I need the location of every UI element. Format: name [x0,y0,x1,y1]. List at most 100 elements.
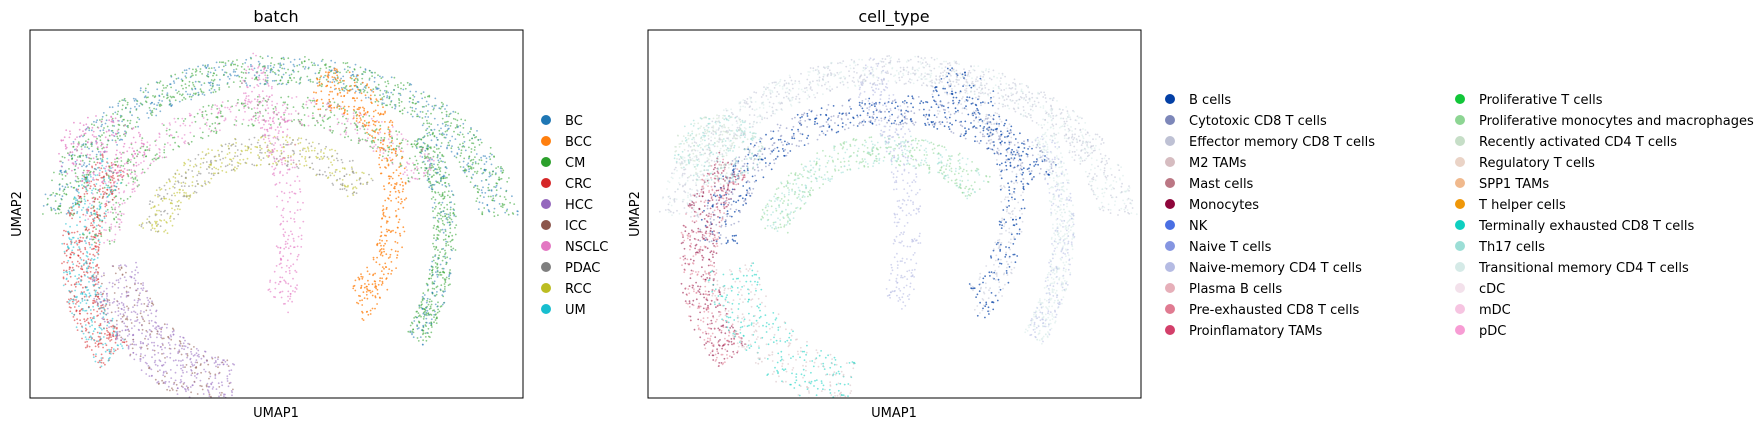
batch-point [163,156,166,159]
batch-point [90,312,92,315]
batch-point [158,155,161,158]
batch-point [452,110,455,113]
batch-point [97,305,100,308]
batch-point [93,200,96,203]
batch-point [204,110,207,113]
batch-point [246,103,249,106]
batch-point [241,63,244,65]
batch-point [421,111,424,113]
batch-point [455,215,457,218]
batch-point [491,199,494,202]
batch-point [264,71,266,74]
batch-point [149,309,152,311]
batch-point [449,212,452,214]
batch-point [101,328,103,331]
batch-point [343,68,346,71]
batch-point [120,336,123,339]
batch-point [256,107,259,110]
batch-point [481,202,484,204]
batch-point [196,399,198,401]
batch-point [127,124,129,127]
batch-point [70,185,73,188]
batch-point [286,220,289,223]
batch-point [442,160,444,163]
batch-point [64,145,67,148]
batch-point [433,294,436,297]
batch-point [154,214,157,217]
batch-point [147,117,150,119]
batch-point [355,171,358,174]
batch-point [96,340,98,343]
batch-point [218,363,221,366]
batch-point [291,149,294,152]
batch-point [223,395,225,398]
batch-point [440,160,443,163]
batch-point [470,148,473,150]
batch-point [427,145,430,148]
batch-point [99,215,102,217]
batch-point [65,250,68,252]
batch-point [421,149,423,152]
batch-point [171,389,174,391]
batch-point [73,212,75,215]
batch-point [117,310,120,312]
batch-point [304,66,307,68]
batch-point [140,145,143,148]
batch-point [103,215,106,218]
batch-point [278,263,281,266]
batch-point [379,94,381,96]
batch-point [97,293,100,296]
batch-point [299,122,302,125]
batch-point [433,135,436,138]
batch-point [182,364,184,366]
batch-point [115,331,118,334]
batch-point [442,267,445,270]
batch-point [429,180,431,183]
batch-point [100,141,103,144]
batch-point [103,327,105,330]
batch-point [358,138,361,141]
batch-point [146,305,149,307]
batch-point [63,192,66,195]
batch-point [212,174,215,177]
batch-point [88,231,91,234]
batch-point [73,319,76,322]
batch-point [98,162,101,165]
batch-point [435,266,437,268]
batch-point [351,74,354,76]
batch-point [286,134,289,137]
batch-point [374,94,376,97]
batch-point [134,279,137,282]
batch-point [103,186,106,189]
batch-point [152,160,155,163]
batch-point [354,63,357,66]
batch-point [59,160,61,163]
batch-point [173,183,176,186]
batch-point [127,307,130,310]
batch-point [89,317,92,319]
batch-point [106,312,109,315]
batch-point [336,123,339,126]
batch-point [173,117,176,120]
batch-point [446,203,448,206]
batch-point [192,94,194,97]
batch-point [434,248,436,251]
batch-point [151,201,154,204]
batch-point [204,180,206,183]
batch-point [406,162,409,165]
batch-point [207,73,209,75]
batch-point [124,338,127,341]
batch-point [440,105,443,108]
batch-point [54,200,57,203]
batch-point [189,131,192,134]
batch-point [212,402,214,404]
batch-point [228,78,231,80]
batch-point [455,156,458,159]
batch-point [407,330,410,333]
batch-point [94,271,97,273]
batch-point [130,142,133,145]
batch-point [339,81,342,84]
batch-point [78,185,80,188]
batch-point [152,325,155,327]
batch-point [169,369,172,371]
